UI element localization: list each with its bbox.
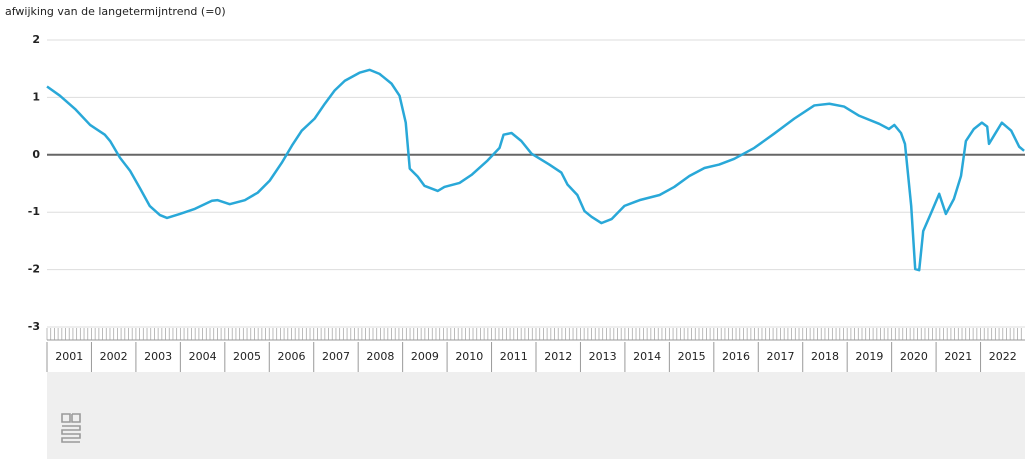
x-tick-label: 2010 [455,350,483,363]
series-line [46,68,1025,272]
cbs-logo [61,413,81,443]
x-tick-label: 2018 [811,350,839,363]
x-tick-label: 2019 [855,350,883,363]
y-tick-label: 1 [32,90,40,103]
x-tick-label: 2007 [322,350,350,363]
y-tick-label: 0 [32,148,40,161]
x-tick-label: 2014 [633,350,661,363]
x-tick-label: 2013 [589,350,617,363]
x-tick-label: 2003 [144,350,172,363]
x-tick-label: 2002 [100,350,128,363]
x-tick-label: 2005 [233,350,261,363]
footer-panel [47,372,1025,459]
x-tick-label: 2020 [900,350,928,363]
x-tick-label: 2015 [678,350,706,363]
x-tick-label: 2004 [189,350,217,363]
y-axis-label: afwijking van de langetermijntrend (=0) [5,5,226,18]
y-tick-label: -1 [28,205,40,218]
x-tick-label: 2021 [944,350,972,363]
y-tick-label: 2 [32,33,40,46]
x-tick-label: 2017 [767,350,795,363]
y-tick-label: -3 [28,320,40,333]
x-tick-label: 2012 [544,350,572,363]
x-tick-label: 2008 [366,350,394,363]
x-tick-label: 2001 [55,350,83,363]
x-tick-label: 2006 [278,350,306,363]
x-tick-label: 2022 [989,350,1017,363]
x-tick-label: 2011 [500,350,528,363]
x-tick-label: 2009 [411,350,439,363]
x-tick-label: 2016 [722,350,750,363]
y-tick-label: -2 [28,263,40,276]
